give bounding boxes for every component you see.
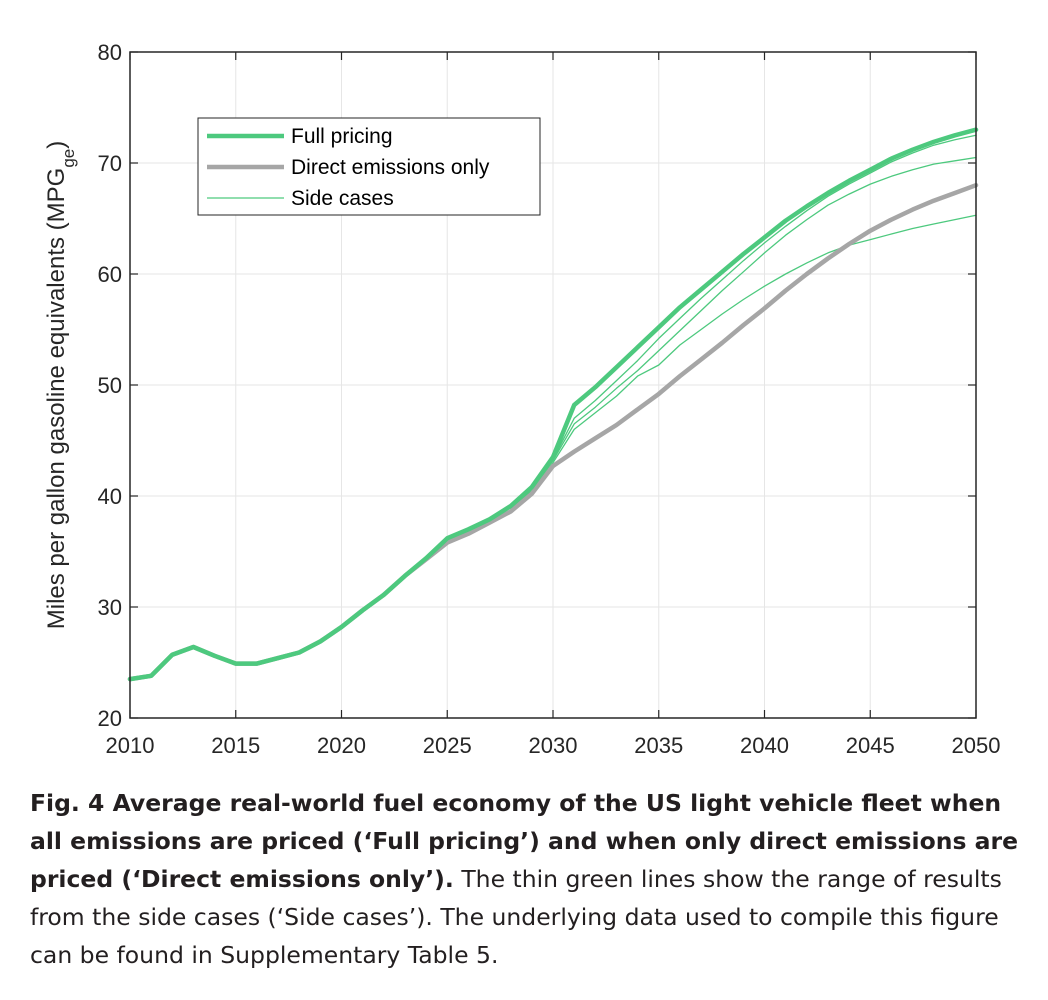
x-tick-label: 2035 xyxy=(634,733,683,758)
caption-body: The thin green lines show the range of r… xyxy=(30,865,1002,969)
y-tick-labels: 20 30 40 50 60 70 80 xyxy=(98,40,122,731)
series-lines xyxy=(127,127,979,682)
legend-label-full-pricing: Full pricing xyxy=(291,125,393,148)
legend: Full pricing Direct emissions only Side … xyxy=(197,117,541,216)
y-tick-label: 80 xyxy=(98,40,122,65)
series-line-side-case-1 xyxy=(510,134,977,508)
x-tick-labels: 2010 2015 2020 2025 2030 2035 2040 2045 2050 xyxy=(106,733,1001,758)
x-tick-label: 2040 xyxy=(740,733,789,758)
series-line-full-pricing xyxy=(127,127,979,682)
fuel-economy-chart: 2010 2015 2020 2025 2030 2035 2040 2045 2050 203… xyxy=(43,40,1001,758)
figure-caption: Fig. 4 Average real-world fuel economy o… xyxy=(30,784,1030,974)
y-tick-label: 70 xyxy=(98,151,122,176)
y-tick-label: 20 xyxy=(98,706,122,731)
legend-label-side-cases: Side cases xyxy=(291,187,394,210)
y-axis-label: Miles per gallon gasoline equivalents (M… xyxy=(43,141,78,630)
x-tick-label: 2045 xyxy=(846,733,895,758)
y-tick-label: 30 xyxy=(98,595,122,620)
axis-ticks xyxy=(129,51,977,719)
series-line-side-case-3 xyxy=(510,214,977,509)
y-axis-label-subscript: ge xyxy=(59,149,78,168)
x-tick-label: 2015 xyxy=(211,733,260,758)
x-tick-label: 2025 xyxy=(423,733,472,758)
y-tick-label: 40 xyxy=(98,484,122,509)
x-tick-label: 2020 xyxy=(317,733,366,758)
x-tick-label: 2030 xyxy=(529,733,578,758)
x-tick-label: 2010 xyxy=(106,733,155,758)
series-line-side-case-2 xyxy=(510,156,977,509)
y-tick-label: 60 xyxy=(98,262,122,287)
y-tick-label: 50 xyxy=(98,373,122,398)
x-tick-label: 2050 xyxy=(952,733,1001,758)
legend-label-direct-emissions: Direct emissions only xyxy=(291,156,490,179)
caption-title: Fig. 4 Average real-world fuel economy o… xyxy=(30,789,1019,893)
